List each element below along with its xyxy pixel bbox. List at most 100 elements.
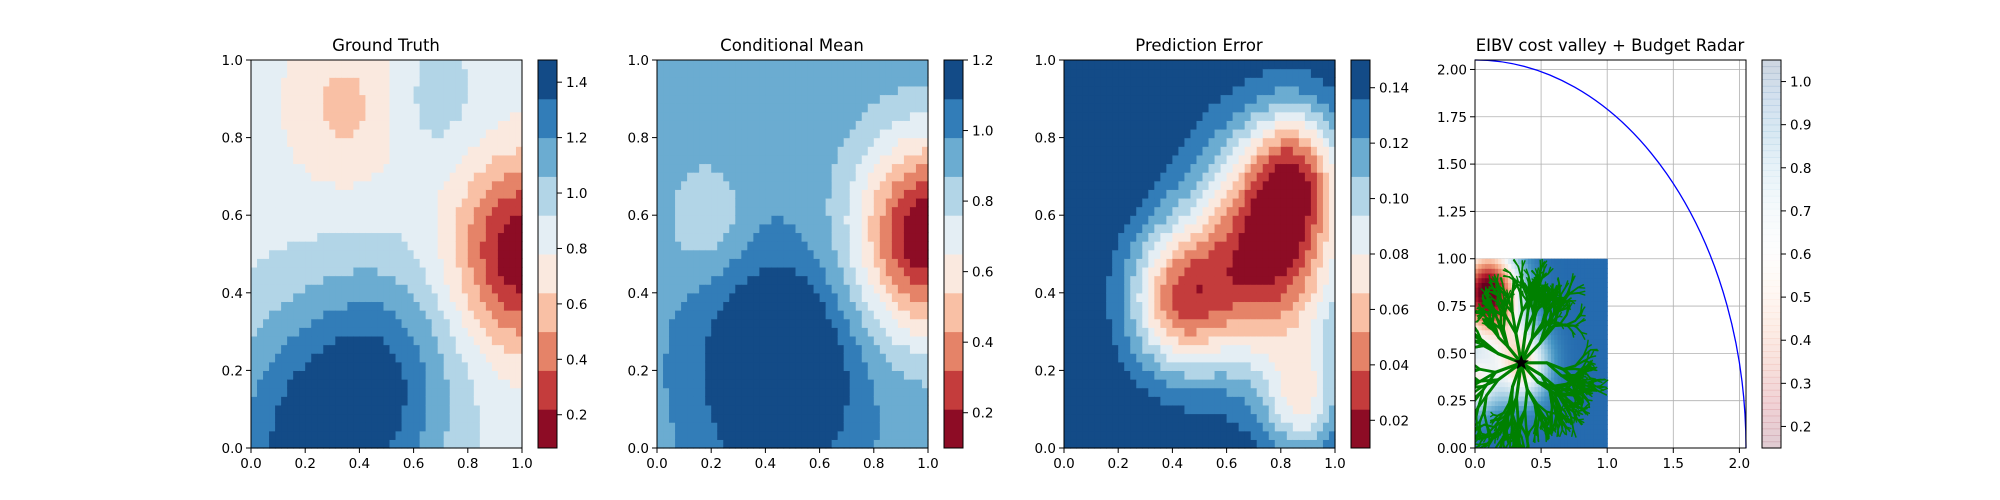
field-cell (711, 361, 718, 371)
field-cell (861, 335, 869, 346)
field-cell (335, 258, 342, 268)
field-cell (903, 335, 911, 346)
field-cell (807, 430, 815, 440)
field-cell (807, 344, 815, 354)
field-cell (831, 292, 839, 303)
field-cell (335, 146, 342, 156)
field-cell (909, 60, 917, 70)
field-cell (263, 361, 270, 371)
field-cell (341, 189, 348, 199)
y-tick-label: 0.2 (222, 363, 243, 379)
field-cell (687, 439, 694, 449)
field-cell (837, 422, 845, 432)
field-cell (503, 327, 511, 337)
field-cell (377, 85, 385, 96)
field-cell (681, 249, 688, 259)
field-cell (849, 60, 857, 70)
field-cell (1160, 60, 1167, 70)
field-cell (1118, 232, 1125, 242)
field-cell (705, 344, 712, 354)
field-cell (359, 206, 367, 216)
field-cell (401, 172, 409, 182)
field-cell (669, 120, 676, 130)
field-cell (675, 197, 682, 208)
field-cell (437, 275, 445, 285)
field-cell (897, 361, 905, 371)
field-cell (305, 258, 312, 268)
field-cell (1154, 241, 1161, 251)
field-cell (1118, 120, 1125, 130)
field-cell (395, 111, 403, 121)
field-cell (437, 128, 445, 139)
field-cell (687, 310, 694, 320)
field-cell (287, 85, 294, 96)
field-cell (467, 111, 475, 121)
field-cell (735, 77, 742, 87)
field-cell (699, 344, 706, 354)
field-cell (335, 111, 342, 121)
field-cell (275, 327, 282, 337)
field-cell (269, 68, 276, 78)
field-cell (735, 310, 742, 320)
y-tick-label: 1.0 (628, 53, 649, 69)
field-cell (747, 344, 754, 354)
field-cell (843, 68, 851, 78)
field-cell (771, 335, 779, 346)
field-cell (485, 353, 493, 363)
field-cell (909, 422, 917, 432)
field-cell (705, 163, 712, 173)
field-cell (503, 344, 511, 354)
y-tick-label: 0.2 (628, 363, 649, 379)
field-cell (287, 241, 294, 251)
field-cell (407, 301, 415, 311)
field-cell (891, 361, 899, 371)
field-cell (729, 232, 736, 242)
field-cell (377, 301, 385, 311)
field-cell (735, 94, 742, 104)
field-cell (1070, 223, 1077, 234)
field-cell (915, 439, 923, 449)
field-cell (825, 344, 833, 354)
field-cell (765, 301, 773, 311)
field-cell (509, 180, 517, 190)
field-cell (1106, 146, 1113, 156)
field-cell (855, 232, 863, 242)
field-cell (711, 439, 718, 449)
field-cell (1112, 379, 1119, 389)
field-cell (347, 266, 354, 277)
field-cell (413, 404, 421, 415)
field-cell (897, 387, 905, 397)
field-cell (795, 111, 803, 121)
field-cell (819, 68, 827, 78)
field-cell (1136, 172, 1143, 182)
field-cell (1130, 361, 1137, 371)
field-cell (873, 396, 881, 406)
field-cell (467, 120, 475, 130)
field-cell (813, 163, 821, 173)
field-cell (1100, 275, 1107, 285)
field-cell (479, 379, 487, 389)
field-cell (1064, 68, 1071, 78)
field-cell (807, 68, 815, 78)
field-cell (1142, 189, 1149, 199)
field-cell (503, 439, 511, 449)
field-cell (801, 404, 809, 415)
field-cell (395, 232, 403, 242)
field-cell (741, 180, 748, 190)
field-cell (891, 241, 899, 251)
field-cell (395, 85, 403, 96)
field-cell (1106, 284, 1113, 294)
field-cell (693, 249, 700, 259)
field-cell (449, 439, 457, 449)
field-cell (843, 284, 851, 294)
field-cell (1106, 379, 1113, 389)
field-cell (723, 120, 730, 130)
field-cell (1088, 189, 1095, 199)
field-cell (317, 172, 324, 182)
field-cell (663, 241, 670, 251)
field-cell (395, 206, 403, 216)
field-cell (921, 223, 929, 234)
field-cell (837, 94, 845, 104)
field-cell (723, 439, 730, 449)
field-cell (473, 154, 481, 165)
